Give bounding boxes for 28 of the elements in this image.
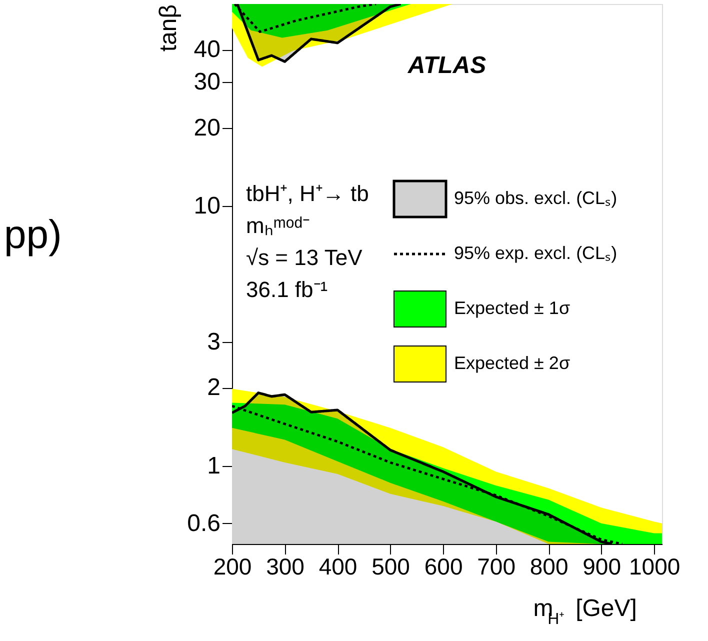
x-tick-label: 600 bbox=[424, 554, 463, 580]
text: pp) bbox=[4, 213, 62, 257]
y-tick-label: 0.6 bbox=[187, 510, 220, 537]
annotation: 36.1 fb⁻¹ bbox=[246, 277, 328, 302]
legend-label: 95% obs. excl. (CLₛ) bbox=[454, 188, 618, 208]
legend-label: Expected ± 2σ bbox=[454, 353, 570, 373]
y-tick-label: 30 bbox=[194, 68, 220, 96]
y-tick-label: 40 bbox=[194, 36, 220, 64]
y-tick-label: 2 bbox=[207, 374, 220, 402]
annotation: ATLAS bbox=[406, 52, 486, 79]
y-tick-label: 10 bbox=[194, 192, 220, 220]
annotation: mₕᵐᵒᵈ⁻ bbox=[246, 213, 310, 238]
x-tick-label: 800 bbox=[530, 554, 568, 580]
x-tick-label: 700 bbox=[477, 554, 516, 580]
legend-label: Expected ± 1σ bbox=[454, 298, 570, 318]
y-axis-title: tanβ bbox=[155, 4, 182, 52]
legend-label: 95% exp. excl. (CLₛ) bbox=[454, 243, 618, 263]
x-tick-label: 500 bbox=[372, 554, 410, 580]
x-tick-label: 200 bbox=[213, 554, 252, 580]
annotation: tbH⁺, H⁺→ tb bbox=[246, 181, 369, 206]
x-tick-label: 900 bbox=[582, 554, 622, 580]
annotation: √s = 13 TeV bbox=[246, 245, 363, 270]
y-tick-label: 3 bbox=[207, 328, 220, 356]
y-tick-label: 20 bbox=[194, 114, 220, 142]
x-tick-label: 1000 bbox=[629, 554, 680, 580]
y-tick-label: 1 bbox=[207, 452, 220, 480]
x-tick-label: 300 bbox=[266, 554, 304, 580]
x-tick-label: 400 bbox=[318, 554, 358, 580]
